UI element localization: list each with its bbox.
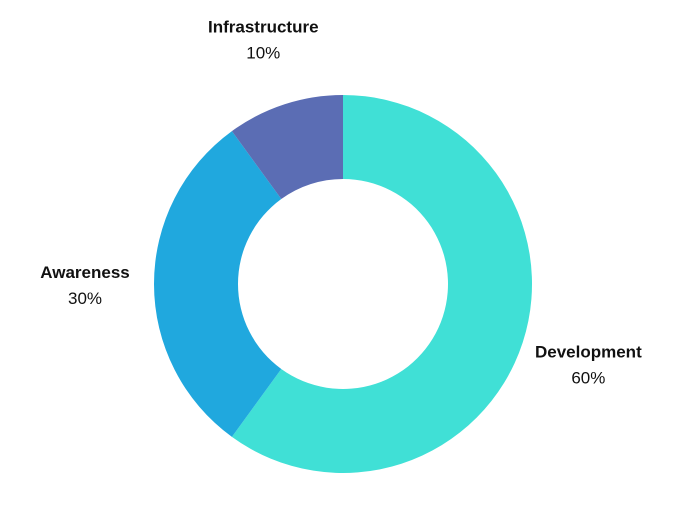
slice-value-awareness: 30%: [68, 289, 102, 308]
slice-awareness: [153, 131, 282, 437]
slice-development: [231, 95, 533, 474]
slices-layer: [153, 95, 533, 474]
slice-infrastructure: [231, 95, 343, 200]
labels-layer: Development 60% Awareness 30% Infrastructure…: [40, 18, 642, 388]
slice-value-infrastructure: 10%: [246, 44, 280, 63]
slice-label-awareness: Awareness: [40, 263, 129, 282]
slice-value-development: 60%: [571, 369, 605, 388]
slice-label-infrastructure: Infrastructure: [208, 18, 319, 37]
slice-label-development: Development: [535, 343, 642, 362]
